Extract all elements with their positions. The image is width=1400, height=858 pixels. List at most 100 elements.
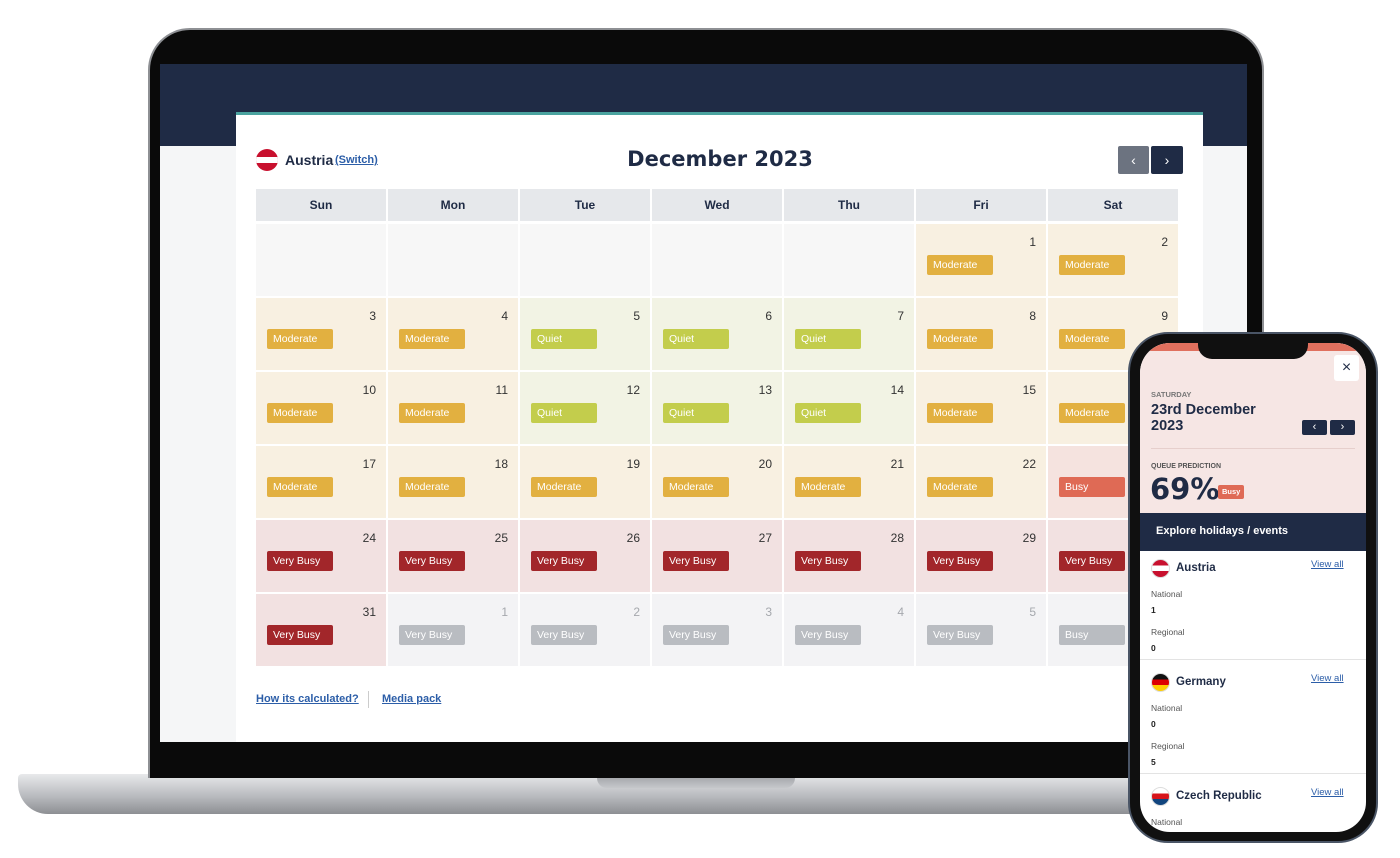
phone-prev[interactable]: ‹ [1302,420,1327,435]
day-number: 6 [765,309,772,323]
weekday-header: Mon [388,189,518,221]
switch-link[interactable]: (Switch) [335,154,378,166]
view-all-link[interactable]: View all [1311,559,1344,570]
next-button[interactable]: › [1151,146,1183,174]
status-badge: Moderate [1059,329,1125,349]
day-number: 1 [1029,235,1036,249]
day-cell: 28 Very Busy [784,520,914,592]
day-number: 5 [1029,605,1036,619]
events-band [1140,513,1366,551]
day-number: 7 [897,309,904,323]
status-badge: Moderate [927,477,993,497]
view-all-link[interactable]: View all [1311,787,1344,798]
stat-label: Regional [1151,741,1185,751]
stat-label: National [1151,817,1183,827]
weekday-header: Sun [256,189,386,221]
flag [1151,673,1170,692]
status-badge: Moderate [795,477,861,497]
day-cell: 17 Moderate [256,446,386,518]
status-badge: Moderate [927,403,993,423]
status-badge: Quiet [531,403,597,423]
day-cell: 31 Very Busy [256,594,386,666]
weekday-header: Thu [784,189,914,221]
section-title: Explore holidays / events [1156,525,1289,537]
day-number: 3 [369,309,376,323]
day-cell: 3 Very Busy [652,594,782,666]
status-badge: Busy [1218,485,1245,499]
weekday-header: Sat [1048,189,1178,221]
day-cell: 10 Moderate [256,372,386,444]
day-number: 31 [362,605,376,619]
status-badge: Quiet [663,329,729,349]
day-number: 12 [626,383,640,397]
status-badge: Very Busy [663,551,729,571]
status-badge: Very Busy [267,625,333,645]
footer-link[interactable]: Media pack [382,693,442,705]
day-number: 18 [494,457,508,471]
phone-screen: × ‹ › SATURDAY 23rd December 2023 QUEUE PR… [1140,343,1366,832]
day-number: 19 [626,457,640,471]
day-cell [652,224,782,296]
day-number: 20 [758,457,772,471]
day-cell: 20 Moderate [652,446,782,518]
day-cell: 13 Quiet [652,372,782,444]
day-cell: 3 Moderate [256,298,386,370]
country-name: Czech Republic [1176,790,1262,802]
day-cell: 1 Moderate [916,224,1046,296]
day-cell: 14 Quiet [784,372,914,444]
prediction: 69% [1150,472,1220,506]
day-cell: 27 Very Busy [652,520,782,592]
stat-label: National [1151,703,1183,713]
status-badge: Quiet [795,329,861,349]
status-badge: Moderate [531,477,597,497]
day-cell: 7 Quiet [784,298,914,370]
day-number: 15 [1022,383,1036,397]
status-badge: Quiet [663,403,729,423]
day-cell: 19 Moderate [520,446,650,518]
view-all-link[interactable]: View all [1311,673,1344,684]
weekday-header: Fri [916,189,1046,221]
stat-value: 1 [1151,605,1156,615]
stat-value: 0 [1151,719,1156,729]
status-badge: Moderate [399,477,465,497]
day-number: 4 [897,605,904,619]
footer-link[interactable]: How its calculated? [256,693,359,705]
footer-separator [368,691,369,708]
day-number: 14 [890,383,904,397]
stat-label: National [1151,589,1183,599]
day-number: 1 [501,605,508,619]
day-number: 26 [626,531,640,545]
day-number: 25 [494,531,508,545]
day-number: 29 [1022,531,1036,545]
status-badge: Moderate [663,477,729,497]
day-cell: 24 Very Busy [256,520,386,592]
day-cell: 2 Very Busy [520,594,650,666]
day-cell [520,224,650,296]
day-cell: 22 Moderate [916,446,1046,518]
separator [1140,773,1366,774]
prev-button[interactable]: ‹ [1118,146,1149,174]
day-cell: 21 Moderate [784,446,914,518]
day-cell: 5 Quiet [520,298,650,370]
close-button[interactable]: × [1334,355,1359,381]
stat-value: 0 [1151,643,1156,653]
flag [1151,787,1170,806]
day-cell: 29 Very Busy [916,520,1046,592]
status-badge: Very Busy [531,551,597,571]
day-number: 27 [758,531,772,545]
status-badge: Moderate [1059,403,1125,423]
status-badge: Quiet [795,403,861,423]
day-cell: 4 Very Busy [784,594,914,666]
day-number: 4 [501,309,508,323]
status-badge: Moderate [399,329,465,349]
day-number: 2 [1161,235,1168,249]
phone-top [1140,343,1366,513]
weekday-label: SATURDAY [1151,390,1192,399]
separator [1140,659,1366,660]
austria-flag [256,149,278,171]
status-badge: Busy [1059,625,1125,645]
day-number: 3 [765,605,772,619]
status-badge: Very Busy [795,551,861,571]
phone-next[interactable]: › [1330,420,1355,435]
